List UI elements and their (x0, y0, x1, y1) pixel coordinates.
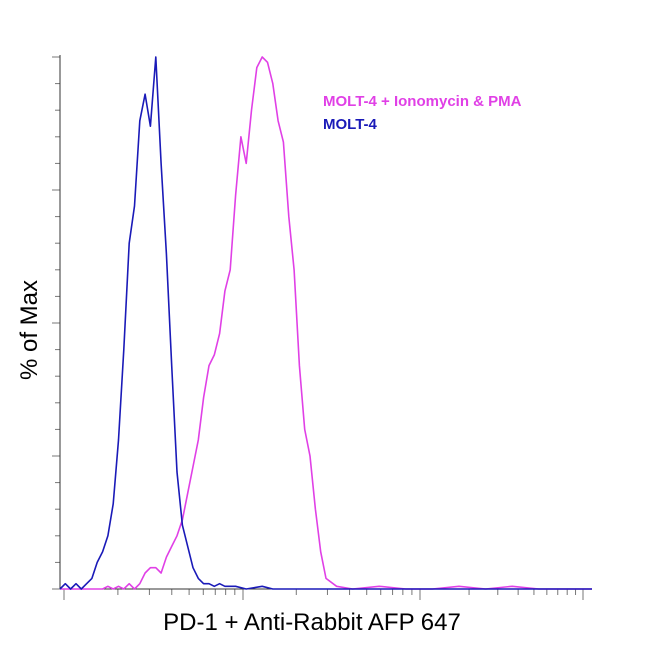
y-axis-title: % of Max (16, 280, 43, 380)
x-axis-title: PD-1 + Anti-Rabbit AFP 647 (163, 609, 461, 636)
legend-entry-molt-4: MOLT-4 (323, 116, 378, 133)
x-axis-ticks (63, 589, 584, 600)
series-line-0 (60, 56, 592, 590)
series-layer (59, 56, 592, 590)
series-line-1 (59, 56, 592, 590)
legend-entry-ionomycin-pma: MOLT-4 + Ionomycin & PMA (323, 93, 522, 110)
y-axis-ticks (52, 56, 60, 590)
